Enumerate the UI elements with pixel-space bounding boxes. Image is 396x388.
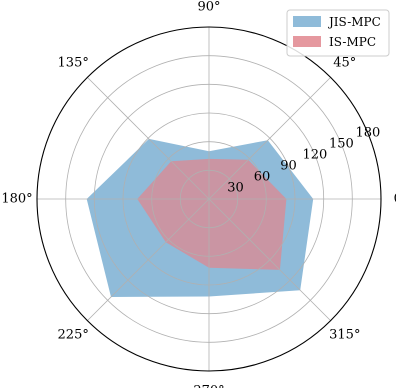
radial-tick-label: 30 <box>227 181 244 196</box>
angle-tick-label: 0° <box>394 192 396 207</box>
legend-swatch-0 <box>293 16 321 27</box>
angle-tick-label: 45° <box>333 56 356 71</box>
angle-tick-label: 315° <box>329 327 360 342</box>
angle-tick-label: 270° <box>193 384 224 388</box>
series-areas <box>86 138 314 297</box>
angle-tick-label: 225° <box>58 327 89 342</box>
polar-frame <box>36 26 382 372</box>
radial-tick-label: 120 <box>302 148 327 163</box>
radial-tick-label: 180 <box>355 126 380 141</box>
legend-label-1: IS-MPC <box>329 35 376 49</box>
angular-grid-spoke-1 <box>208 77 331 200</box>
radial-tick-label: 90 <box>280 159 297 174</box>
angle-tick-label: 90° <box>197 0 220 15</box>
radial-tick-label: 150 <box>329 137 354 152</box>
legend-label-0: JIS-MPC <box>327 15 381 29</box>
angle-tick-label: 180° <box>1 192 32 207</box>
angular-grid-spoke-5 <box>87 198 210 321</box>
series-area-1 <box>137 158 287 270</box>
angular-grid-spoke-7 <box>208 198 331 321</box>
radial-tick-label: 60 <box>254 170 271 185</box>
legend-swatch-1 <box>293 36 321 47</box>
angle-tick-label: 135° <box>58 56 89 71</box>
angular-grid-spoke-3 <box>87 77 210 200</box>
legend: JIS-MPC IS-MPC <box>286 9 390 57</box>
polar-grid <box>37 27 381 371</box>
